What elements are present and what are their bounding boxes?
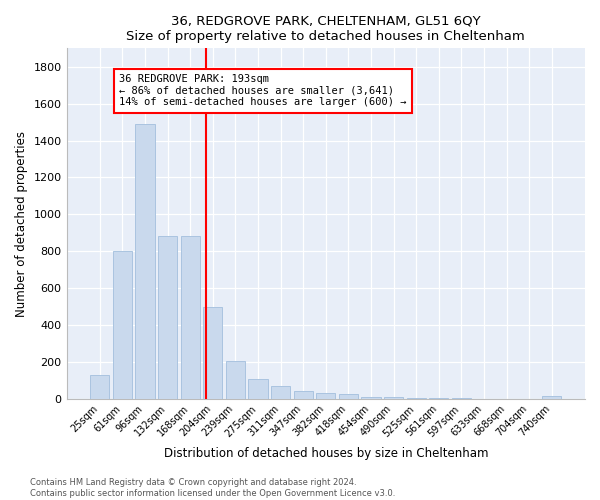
Bar — [90, 375, 109, 399]
Bar — [316, 394, 335, 399]
Bar — [203, 306, 223, 399]
Bar — [158, 236, 177, 399]
Bar — [384, 397, 403, 399]
Bar — [407, 398, 426, 399]
Bar — [136, 124, 155, 399]
Bar — [181, 236, 200, 399]
Title: 36, REDGROVE PARK, CHELTENHAM, GL51 6QY
Size of property relative to detached ho: 36, REDGROVE PARK, CHELTENHAM, GL51 6QY … — [127, 15, 525, 43]
Bar — [226, 361, 245, 399]
X-axis label: Distribution of detached houses by size in Cheltenham: Distribution of detached houses by size … — [164, 447, 488, 460]
Bar — [113, 251, 132, 399]
Bar — [361, 397, 380, 399]
Bar — [271, 386, 290, 399]
Bar — [339, 394, 358, 399]
Bar — [293, 390, 313, 399]
Bar — [248, 378, 268, 399]
Bar — [429, 398, 448, 399]
Text: 36 REDGROVE PARK: 193sqm
← 86% of detached houses are smaller (3,641)
14% of sem: 36 REDGROVE PARK: 193sqm ← 86% of detach… — [119, 74, 406, 108]
Bar — [542, 396, 562, 399]
Text: Contains HM Land Registry data © Crown copyright and database right 2024.
Contai: Contains HM Land Registry data © Crown c… — [30, 478, 395, 498]
Y-axis label: Number of detached properties: Number of detached properties — [15, 130, 28, 316]
Bar — [452, 398, 471, 399]
